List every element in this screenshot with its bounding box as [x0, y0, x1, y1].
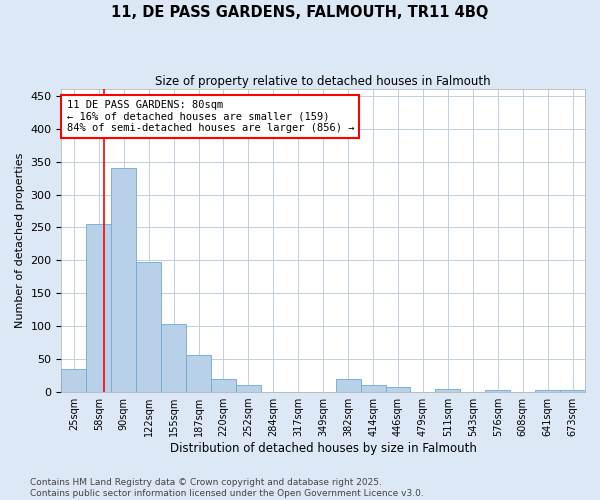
Bar	[61, 369, 86, 392]
Bar	[86, 224, 111, 392]
Text: 11, DE PASS GARDENS, FALMOUTH, TR11 4BQ: 11, DE PASS GARDENS, FALMOUTH, TR11 4BQ	[112, 5, 488, 20]
Bar	[436, 389, 460, 392]
Y-axis label: Number of detached properties: Number of detached properties	[15, 153, 25, 328]
Text: 11 DE PASS GARDENS: 80sqm
← 16% of detached houses are smaller (159)
84% of semi: 11 DE PASS GARDENS: 80sqm ← 16% of detac…	[67, 100, 354, 133]
Bar	[335, 379, 361, 392]
Bar	[211, 379, 236, 392]
Bar	[161, 324, 186, 392]
Bar	[386, 387, 410, 392]
Bar	[560, 390, 585, 392]
Bar	[136, 262, 161, 392]
Title: Size of property relative to detached houses in Falmouth: Size of property relative to detached ho…	[155, 75, 491, 88]
Text: Contains HM Land Registry data © Crown copyright and database right 2025.
Contai: Contains HM Land Registry data © Crown c…	[30, 478, 424, 498]
Bar	[111, 168, 136, 392]
Bar	[361, 386, 386, 392]
Bar	[485, 390, 510, 392]
Bar	[535, 390, 560, 392]
Bar	[236, 386, 261, 392]
X-axis label: Distribution of detached houses by size in Falmouth: Distribution of detached houses by size …	[170, 442, 476, 455]
Bar	[186, 354, 211, 392]
